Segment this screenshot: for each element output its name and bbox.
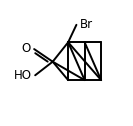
Text: HO: HO: [14, 69, 32, 82]
Text: O: O: [22, 42, 31, 55]
Text: Br: Br: [80, 18, 93, 31]
